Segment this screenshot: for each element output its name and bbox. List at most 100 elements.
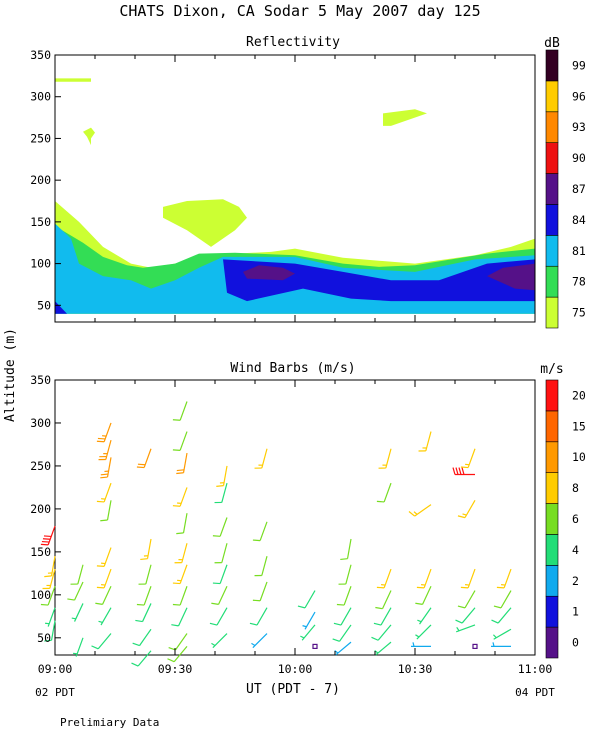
colorbar-label: 99: [572, 58, 586, 72]
wind-barb: [334, 641, 352, 656]
reflectivity-x-axis: [54, 55, 536, 322]
wind-barbs-x-axis: 09:00 09:30 10:00 10:30 11:00: [38, 380, 553, 676]
calm-marker: [472, 643, 478, 650]
reflectivity-title: Reflectivity: [246, 35, 340, 50]
reflectivity-colorbar-unit: dB: [544, 36, 560, 51]
wind-barb: [96, 422, 112, 443]
wind-barb: [491, 607, 512, 624]
y-tick-label: 300: [30, 90, 51, 104]
x-tick-label: 11:00: [518, 662, 553, 676]
colorbar-swatch: [545, 80, 559, 113]
wind-barb: [373, 607, 392, 626]
wind-barbs-y-axis: 50 100 150 200 250 300 350: [30, 373, 61, 645]
colorbar-label: 75: [572, 306, 586, 320]
wind-barb: [131, 650, 152, 667]
wind-barb: [376, 482, 392, 503]
reflectivity-region: [55, 78, 91, 82]
colorbar-swatch: [545, 410, 559, 443]
wind-barb: [411, 642, 431, 648]
colorbar-label: 90: [572, 151, 586, 165]
wind-barb: [496, 568, 512, 589]
wind-barb: [415, 624, 432, 640]
x-axis-label: UT (PDT - 7): [246, 682, 340, 697]
wind-barb: [136, 448, 152, 469]
wind-barb: [297, 590, 316, 609]
reflectivity-colorbar: 75 78 81 84 87 90 93 96 99: [545, 49, 586, 329]
colorbar-swatch: [545, 173, 559, 205]
wind-barb: [338, 564, 352, 585]
wind-barb: [249, 607, 268, 626]
reflectivity-region: [223, 259, 535, 302]
y-tick-label: 50: [37, 298, 51, 312]
y-tick-label: 300: [30, 416, 51, 430]
colorbar-label: 6: [572, 512, 579, 526]
y-tick-label: 200: [30, 502, 51, 516]
colorbar-swatch: [545, 111, 559, 143]
wind-barbs: [40, 401, 512, 667]
wind-barb: [340, 538, 352, 561]
wind-colorbar: 0 1 2 4 6 8 10 15 20: [545, 379, 586, 659]
x-tick-label: 10:30: [398, 662, 433, 676]
colorbar-label: 20: [572, 388, 586, 402]
y-tick-label: 50: [37, 631, 51, 645]
wind-barbs-title: Wind Barbs (m/s): [230, 361, 355, 376]
wind-barb: [44, 556, 56, 578]
x-tick-label: 09:00: [38, 662, 73, 676]
colorbar-label: 8: [572, 481, 579, 495]
colorbar-label: 1: [572, 605, 579, 619]
wind-barb: [73, 637, 84, 657]
wind-barb: [91, 633, 112, 650]
colorbar-swatch: [545, 503, 559, 535]
wind-barb: [209, 607, 228, 626]
colorbar-label: 4: [572, 543, 579, 557]
wind-barb: [98, 440, 112, 461]
wind-barb: [376, 568, 392, 589]
reflectivity-region: [487, 263, 535, 291]
wind-barb: [45, 607, 56, 627]
wind-barb: [40, 586, 56, 606]
colorbar-swatch: [545, 204, 559, 236]
wind-barb: [333, 607, 352, 626]
colorbar-swatch: [545, 379, 559, 412]
x-tick-label: 09:30: [158, 662, 193, 676]
wind-barb: [417, 607, 432, 625]
wind-barb: [40, 525, 56, 546]
colorbar-label: 10: [572, 450, 586, 464]
colorbar-swatch: [545, 235, 559, 267]
wind-barb: [174, 543, 188, 564]
wind-barb: [332, 624, 352, 642]
wind-barb: [71, 603, 84, 622]
colorbar-label: 0: [572, 636, 579, 650]
reflectivity-region: [383, 109, 427, 126]
colorbar-swatch: [545, 534, 559, 566]
wind-barb: [211, 585, 228, 605]
wind-barb: [416, 568, 432, 589]
y-tick-label: 100: [30, 257, 51, 271]
y-tick-label: 350: [30, 373, 51, 387]
colorbar-label: 78: [572, 275, 586, 289]
wind-barb: [457, 590, 476, 609]
colorbar-swatch: [545, 441, 559, 473]
x-tick-label: 10:00: [278, 662, 313, 676]
reflectivity-contours: [55, 78, 535, 314]
altitude-axis-label: Altitude (m): [3, 328, 18, 422]
colorbar-label: 93: [572, 120, 586, 134]
wind-barb: [374, 641, 392, 656]
wind-barb: [172, 487, 188, 507]
colorbar-swatch: [545, 49, 559, 82]
reflectivity-y-axis: 50 100 150 200 250 300 350: [30, 48, 61, 312]
wind-barb: [100, 457, 112, 479]
wind-barb: [457, 500, 476, 519]
colorbar-swatch: [545, 626, 559, 659]
y-tick-label: 250: [30, 131, 51, 145]
wind-barb: [42, 568, 56, 590]
y-tick-label: 100: [30, 588, 51, 602]
y-tick-label: 200: [30, 173, 51, 187]
wind-barb: [44, 620, 56, 642]
colorbar-swatch: [545, 565, 559, 597]
colorbar-label: 96: [572, 89, 586, 103]
wind-barb: [375, 590, 392, 610]
